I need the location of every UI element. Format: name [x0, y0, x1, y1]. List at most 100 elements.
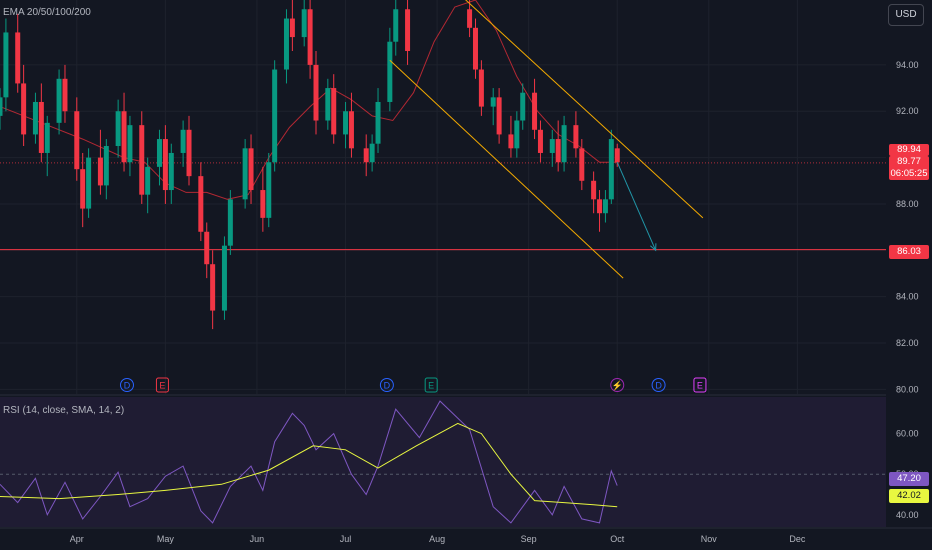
candle-body	[369, 143, 375, 163]
rsi-tick-label: 40.00	[896, 510, 919, 520]
candle-body	[283, 18, 289, 70]
candle-body	[532, 92, 538, 130]
candle-body	[313, 64, 319, 121]
price-tick-label: 82.00	[896, 338, 919, 348]
event-marker-letter: E	[428, 381, 434, 391]
candles	[0, 0, 620, 330]
candle-body	[573, 125, 579, 149]
last-price-badge: 89.94	[889, 144, 929, 156]
time-tick-label: Nov	[701, 534, 718, 544]
candle-body	[139, 125, 145, 195]
ema-indicator-label[interactable]: EMA 20/50/100/200	[3, 7, 91, 18]
time-tick-label: May	[157, 534, 175, 544]
candle-body	[387, 41, 393, 102]
candle-body	[348, 111, 354, 149]
event-markers[interactable]: D E D E ⚡ D E	[119, 377, 707, 393]
ema-layer	[0, 0, 618, 200]
candle-body	[561, 125, 567, 163]
currency-button[interactable]: USD	[888, 4, 924, 26]
rsi-indicator-label[interactable]: RSI (14, close, SMA, 14, 2)	[3, 405, 125, 416]
time-tick-label: Sep	[521, 534, 537, 544]
candle-body	[44, 122, 50, 153]
price-tick-label: 92.00	[896, 106, 919, 116]
price-tick-label: 94.00	[896, 60, 919, 70]
candle-body	[121, 111, 127, 163]
candle-body	[162, 139, 168, 191]
channel-upper-line	[465, 0, 704, 219]
dividend-icon[interactable]: D	[379, 378, 394, 392]
candle-body	[198, 176, 204, 232]
candle-body	[325, 88, 331, 121]
time-tick-label: Apr	[70, 534, 84, 544]
candle-body	[472, 27, 478, 70]
candle-body	[168, 152, 174, 191]
candle-body	[62, 78, 68, 112]
candle-body	[38, 101, 44, 153]
rsi-background	[0, 397, 886, 527]
earnings-icon[interactable]: E	[155, 377, 169, 393]
candle-body	[145, 166, 151, 195]
rsi-ma-value-badge: 42.02	[889, 489, 929, 503]
candle-body	[375, 101, 381, 144]
event-marker-letter: ⚡	[612, 380, 623, 392]
candle-body	[301, 9, 307, 38]
candle-body	[248, 148, 254, 191]
candle-body	[186, 129, 192, 177]
candle-body	[80, 169, 86, 209]
candle-body	[537, 129, 543, 153]
candle-body	[227, 199, 233, 246]
event-marker-shape	[610, 378, 625, 392]
drawings[interactable]	[389, 0, 704, 279]
candle-body	[331, 88, 337, 135]
dividend-icon[interactable]: D	[651, 378, 666, 392]
rsi-pane	[0, 394, 886, 527]
price-tick-label: 80.00	[896, 384, 919, 394]
candle-body	[490, 97, 496, 107]
candle-body	[115, 111, 121, 147]
price-tick-label: 84.00	[896, 292, 919, 302]
candle-body	[21, 83, 27, 135]
split-icon[interactable]: ⚡	[610, 378, 625, 392]
candle-body	[555, 139, 561, 163]
candle-body	[608, 139, 614, 200]
earnings-icon[interactable]: E	[424, 377, 438, 393]
event-marker-shape	[155, 377, 169, 393]
candle-body	[32, 101, 38, 135]
candle-body	[86, 157, 92, 209]
current-price-value: 89.77	[897, 156, 921, 167]
event-marker-letter: E	[697, 381, 703, 391]
candle-body	[508, 134, 514, 149]
candle-body	[272, 69, 278, 163]
rsi-ma-line	[0, 422, 618, 508]
projection-arrow-head	[650, 243, 657, 252]
bar-countdown: 06:05:25	[890, 168, 928, 179]
candle-body	[56, 78, 62, 123]
candle-body	[204, 231, 210, 265]
candle-body	[15, 32, 21, 84]
candle-body	[266, 162, 272, 218]
candle-body	[289, 18, 295, 38]
time-tick-label: Jul	[340, 534, 352, 544]
candle-body	[393, 9, 399, 42]
rsi-value-badge: 47.20	[889, 472, 929, 486]
rsi-tick-label: 60.00	[896, 429, 919, 439]
candle-body	[363, 148, 369, 163]
candle-body	[74, 111, 80, 170]
candle-body	[614, 148, 620, 163]
candle-body	[514, 120, 520, 149]
candle-body	[520, 92, 526, 121]
ema-line	[0, 0, 618, 200]
candle-body	[496, 97, 502, 135]
candle-body	[0, 97, 3, 116]
event-marker-shape	[119, 378, 134, 392]
candle-body	[103, 146, 109, 186]
earnings-icon[interactable]: E	[693, 377, 707, 393]
candle-body	[221, 245, 227, 311]
time-tick-label: Aug	[429, 534, 445, 544]
time-tick-label: Oct	[610, 534, 625, 544]
event-marker-letter: D	[384, 381, 391, 391]
candle-body	[210, 264, 216, 311]
candle-body	[156, 139, 162, 167]
dividend-icon[interactable]: D	[119, 378, 134, 392]
